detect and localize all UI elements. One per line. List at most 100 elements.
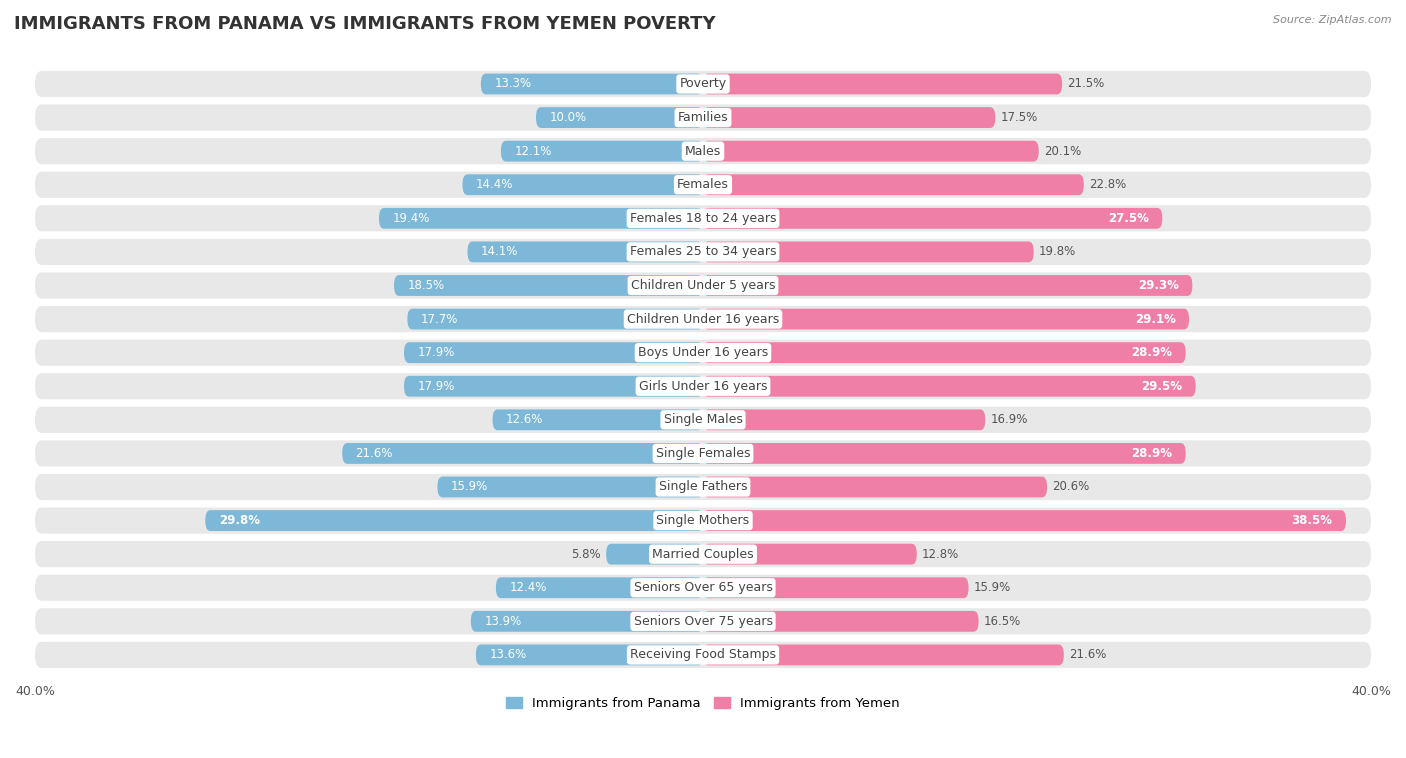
FancyBboxPatch shape: [35, 642, 1371, 668]
Text: 15.9%: 15.9%: [451, 481, 488, 493]
Text: Children Under 5 years: Children Under 5 years: [631, 279, 775, 292]
FancyBboxPatch shape: [35, 272, 1371, 299]
FancyBboxPatch shape: [703, 275, 1192, 296]
Text: Source: ZipAtlas.com: Source: ZipAtlas.com: [1274, 15, 1392, 25]
Text: 13.6%: 13.6%: [489, 648, 526, 662]
Text: Children Under 16 years: Children Under 16 years: [627, 312, 779, 326]
Text: 17.9%: 17.9%: [418, 346, 454, 359]
FancyBboxPatch shape: [35, 138, 1371, 164]
Text: Females: Females: [678, 178, 728, 191]
Text: Single Fathers: Single Fathers: [659, 481, 747, 493]
Text: 19.4%: 19.4%: [392, 211, 430, 225]
Text: 20.6%: 20.6%: [1052, 481, 1090, 493]
FancyBboxPatch shape: [394, 275, 703, 296]
Text: Girls Under 16 years: Girls Under 16 years: [638, 380, 768, 393]
Text: 14.1%: 14.1%: [481, 246, 519, 258]
Text: Poverty: Poverty: [679, 77, 727, 90]
Text: 28.9%: 28.9%: [1132, 447, 1173, 460]
FancyBboxPatch shape: [703, 107, 995, 128]
FancyBboxPatch shape: [606, 543, 703, 565]
Text: 12.6%: 12.6%: [506, 413, 543, 426]
FancyBboxPatch shape: [35, 239, 1371, 265]
FancyBboxPatch shape: [496, 578, 703, 598]
Text: Married Couples: Married Couples: [652, 548, 754, 561]
FancyBboxPatch shape: [205, 510, 703, 531]
Text: Males: Males: [685, 145, 721, 158]
Text: 29.8%: 29.8%: [219, 514, 260, 527]
FancyBboxPatch shape: [703, 376, 1195, 396]
FancyBboxPatch shape: [703, 74, 1062, 95]
FancyBboxPatch shape: [35, 205, 1371, 231]
Text: 17.9%: 17.9%: [418, 380, 454, 393]
Text: 29.1%: 29.1%: [1135, 312, 1175, 326]
FancyBboxPatch shape: [404, 343, 703, 363]
FancyBboxPatch shape: [703, 174, 1084, 195]
Text: 27.5%: 27.5%: [1108, 211, 1149, 225]
Text: Seniors Over 75 years: Seniors Over 75 years: [634, 615, 772, 628]
Text: 13.3%: 13.3%: [495, 77, 531, 90]
Text: 29.5%: 29.5%: [1142, 380, 1182, 393]
Text: 21.6%: 21.6%: [356, 447, 394, 460]
FancyBboxPatch shape: [35, 440, 1371, 466]
FancyBboxPatch shape: [468, 242, 703, 262]
FancyBboxPatch shape: [703, 578, 969, 598]
Text: Families: Families: [678, 111, 728, 124]
Text: 28.9%: 28.9%: [1132, 346, 1173, 359]
FancyBboxPatch shape: [703, 443, 1185, 464]
Text: Females 18 to 24 years: Females 18 to 24 years: [630, 211, 776, 225]
FancyBboxPatch shape: [35, 373, 1371, 399]
Text: 19.8%: 19.8%: [1039, 246, 1076, 258]
Text: 21.6%: 21.6%: [1069, 648, 1107, 662]
FancyBboxPatch shape: [408, 309, 703, 330]
FancyBboxPatch shape: [703, 510, 1346, 531]
FancyBboxPatch shape: [471, 611, 703, 631]
FancyBboxPatch shape: [703, 242, 1033, 262]
FancyBboxPatch shape: [35, 507, 1371, 534]
Text: Boys Under 16 years: Boys Under 16 years: [638, 346, 768, 359]
Text: 12.1%: 12.1%: [515, 145, 551, 158]
FancyBboxPatch shape: [492, 409, 703, 431]
FancyBboxPatch shape: [703, 543, 917, 565]
FancyBboxPatch shape: [35, 171, 1371, 198]
FancyBboxPatch shape: [35, 608, 1371, 634]
Text: 17.5%: 17.5%: [1000, 111, 1038, 124]
Text: Receiving Food Stamps: Receiving Food Stamps: [630, 648, 776, 662]
FancyBboxPatch shape: [481, 74, 703, 95]
Text: 17.7%: 17.7%: [420, 312, 458, 326]
Text: 12.8%: 12.8%: [922, 548, 959, 561]
Text: 21.5%: 21.5%: [1067, 77, 1104, 90]
FancyBboxPatch shape: [703, 477, 1047, 497]
Text: Seniors Over 65 years: Seniors Over 65 years: [634, 581, 772, 594]
Text: Single Males: Single Males: [664, 413, 742, 426]
Text: 18.5%: 18.5%: [408, 279, 444, 292]
Text: 14.4%: 14.4%: [475, 178, 513, 191]
Text: 38.5%: 38.5%: [1292, 514, 1333, 527]
FancyBboxPatch shape: [437, 477, 703, 497]
Text: IMMIGRANTS FROM PANAMA VS IMMIGRANTS FROM YEMEN POVERTY: IMMIGRANTS FROM PANAMA VS IMMIGRANTS FRO…: [14, 15, 716, 33]
Text: 10.0%: 10.0%: [550, 111, 586, 124]
FancyBboxPatch shape: [463, 174, 703, 195]
FancyBboxPatch shape: [35, 407, 1371, 433]
FancyBboxPatch shape: [703, 644, 1064, 666]
Text: 22.8%: 22.8%: [1088, 178, 1126, 191]
FancyBboxPatch shape: [703, 141, 1039, 161]
Text: 29.3%: 29.3%: [1137, 279, 1180, 292]
FancyBboxPatch shape: [703, 343, 1185, 363]
FancyBboxPatch shape: [342, 443, 703, 464]
FancyBboxPatch shape: [35, 575, 1371, 601]
Text: 16.9%: 16.9%: [990, 413, 1028, 426]
FancyBboxPatch shape: [35, 474, 1371, 500]
FancyBboxPatch shape: [475, 644, 703, 666]
FancyBboxPatch shape: [35, 71, 1371, 97]
Text: 12.4%: 12.4%: [509, 581, 547, 594]
FancyBboxPatch shape: [703, 309, 1189, 330]
FancyBboxPatch shape: [380, 208, 703, 229]
FancyBboxPatch shape: [35, 340, 1371, 366]
FancyBboxPatch shape: [35, 306, 1371, 332]
FancyBboxPatch shape: [703, 409, 986, 431]
Text: Single Females: Single Females: [655, 447, 751, 460]
Text: Single Mothers: Single Mothers: [657, 514, 749, 527]
FancyBboxPatch shape: [35, 541, 1371, 567]
Text: 20.1%: 20.1%: [1043, 145, 1081, 158]
FancyBboxPatch shape: [703, 611, 979, 631]
